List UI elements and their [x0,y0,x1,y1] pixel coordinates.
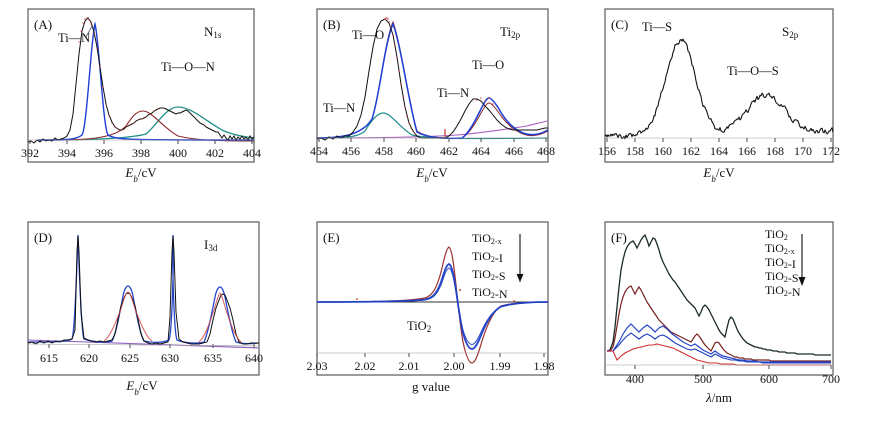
svg-text:615: 615 [40,351,58,365]
svg-text:158: 158 [626,144,644,158]
svg-text:(D): (D) [34,230,52,245]
svg-text:640: 640 [245,351,263,365]
svg-text:402: 402 [206,146,224,160]
svg-text:Ti—O—S: Ti—O—S [727,64,779,78]
svg-text:(C): (C) [611,17,628,32]
svg-text:460: 460 [407,144,425,158]
svg-text:166: 166 [738,144,756,158]
svg-text:398: 398 [132,146,150,160]
svg-text:(A): (A) [34,17,52,32]
svg-text:630: 630 [161,351,179,365]
svg-text:172: 172 [822,144,840,158]
svg-text:Ti—O—N: Ti—O—N [161,60,215,74]
svg-text:464: 464 [472,144,490,158]
svg-text:156: 156 [598,144,616,158]
svg-text:1.98: 1.98 [534,359,555,373]
svg-text:2.03: 2.03 [307,359,328,373]
svg-text:Eb/cV: Eb/cV [702,165,735,184]
svg-text:458: 458 [375,144,393,158]
svg-text:(E): (E) [323,230,340,245]
svg-text:462: 462 [440,144,458,158]
svg-text:Eb/cV: Eb/cV [415,165,448,184]
svg-text:500: 500 [694,372,712,386]
svg-text:170: 170 [794,144,812,158]
svg-text:g value: g value [412,379,450,394]
svg-text:392: 392 [21,146,39,160]
svg-text:635: 635 [204,351,222,365]
svg-text:404: 404 [243,146,261,160]
svg-text:396: 396 [95,146,113,160]
svg-text:454: 454 [310,144,328,158]
svg-text:400: 400 [626,372,644,386]
svg-text:600: 600 [760,372,778,386]
svg-text:(F): (F) [611,230,627,245]
svg-text:2.00: 2.00 [444,359,465,373]
svg-text:TiO2-S: TiO2-S [472,267,506,283]
svg-text:400: 400 [169,146,187,160]
svg-text:625: 625 [121,351,139,365]
svg-text:Eb/cV: Eb/cV [125,378,158,397]
svg-text:456: 456 [342,144,360,158]
svg-text:Ti—N: Ti—N [58,31,90,45]
svg-text:468: 468 [537,144,555,158]
svg-text:TiO2-I: TiO2-I [472,249,503,265]
svg-text:Ti—N: Ti—N [323,101,355,115]
svg-text:168: 168 [766,144,784,158]
svg-text:2.02: 2.02 [355,359,376,373]
svg-text:Eb/cV: Eb/cV [124,165,157,184]
svg-text:160: 160 [654,144,672,158]
svg-text:164: 164 [710,144,728,158]
svg-text:466: 466 [505,144,523,158]
svg-text:162: 162 [682,144,700,158]
svg-text:Ti—O: Ti—O [352,28,384,42]
svg-text:Ti—S: Ti—S [642,20,672,34]
svg-text:(B): (B) [323,17,340,32]
svg-text:2.01: 2.01 [399,359,420,373]
svg-text:700: 700 [822,372,840,386]
svg-text:λ/nm: λ/nm [705,390,732,405]
svg-text:Ti—O: Ti—O [472,58,504,72]
svg-text:1.99: 1.99 [490,359,511,373]
svg-text:620: 620 [80,351,98,365]
svg-text:TiO2-N: TiO2-N [472,285,508,301]
svg-text:Ti—N: Ti—N [437,86,469,100]
svg-text:TiO2-N: TiO2-N [765,283,801,299]
svg-text:394: 394 [58,146,76,160]
